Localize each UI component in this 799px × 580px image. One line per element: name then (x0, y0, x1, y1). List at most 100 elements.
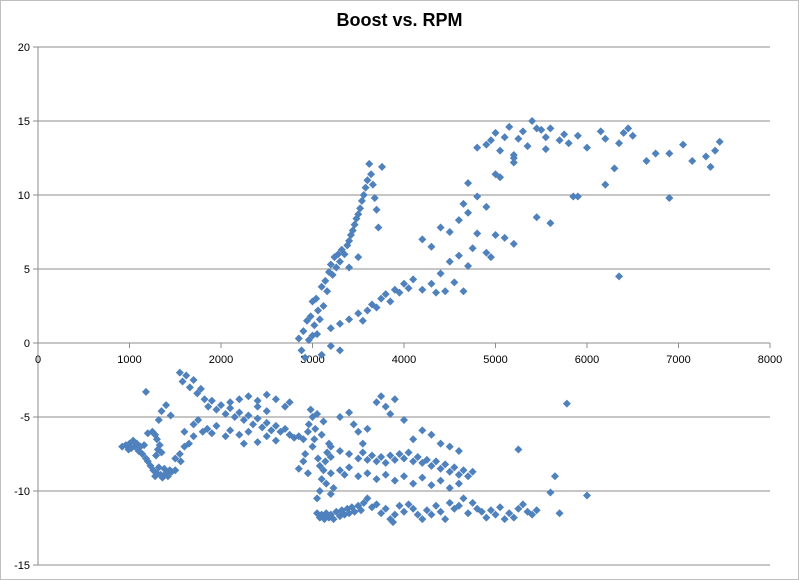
data-point-56 (239, 415, 248, 424)
data-point-226 (390, 476, 399, 485)
data-point-120 (323, 448, 332, 457)
data-point-154 (389, 518, 398, 527)
data-point-217 (464, 472, 473, 481)
data-point-10 (138, 450, 147, 458)
data-point-349 (473, 143, 482, 152)
data-point-45 (193, 389, 202, 398)
data-point-51 (217, 401, 225, 410)
data-point-374 (615, 139, 624, 148)
data-point-359 (518, 127, 527, 136)
data-point-331 (482, 248, 491, 257)
data-point-55 (235, 408, 244, 417)
data-point-332 (486, 253, 495, 262)
y-tick-label-6: 15 (18, 116, 30, 128)
data-point-198 (377, 452, 386, 461)
data-point-392 (573, 192, 582, 201)
data-point-365 (546, 124, 555, 133)
data-point-18 (154, 463, 163, 472)
data-point-180 (505, 509, 514, 518)
x-tick-label-6: 6000 (575, 354, 599, 366)
data-point-49 (207, 396, 216, 405)
data-point-125 (315, 487, 324, 495)
data-point-36 (157, 407, 166, 416)
data-point-393 (601, 180, 610, 189)
data-point-290 (357, 196, 366, 205)
data-point-182 (514, 504, 523, 513)
data-point-236 (349, 420, 358, 429)
data-point-397 (509, 154, 518, 162)
x-tick-label-1: 1000 (117, 354, 141, 366)
data-point-52 (221, 410, 230, 419)
data-point-396 (541, 133, 550, 142)
data-point-300 (378, 162, 387, 171)
data-point-347 (482, 202, 491, 211)
data-point-38 (166, 411, 175, 420)
data-point-81 (244, 427, 253, 436)
data-point-41 (178, 377, 187, 386)
data-point-175 (482, 513, 491, 522)
data-point-315 (395, 288, 404, 297)
data-point-62 (267, 426, 276, 435)
data-point-158 (404, 500, 413, 509)
data-point-79 (235, 430, 244, 439)
data-point-199 (381, 458, 390, 467)
data-point-279 (335, 257, 344, 266)
data-point-27 (152, 451, 161, 460)
data-point-142 (345, 509, 354, 518)
data-point-220 (340, 470, 349, 479)
y-tick-label-7: 20 (18, 42, 30, 54)
data-point-344 (459, 199, 468, 208)
data-point-189 (583, 491, 591, 500)
data-point-342 (445, 228, 454, 236)
data-point-190 (326, 442, 335, 451)
data-point-371 (596, 127, 605, 136)
data-point-340 (427, 242, 436, 251)
data-point-364 (541, 145, 550, 154)
data-point-390 (546, 219, 555, 228)
x-tick-label-5: 5000 (483, 354, 507, 366)
data-point-265 (312, 294, 321, 303)
data-point-357 (509, 158, 518, 167)
data-point-118 (319, 466, 328, 475)
y-tick-label-1: -10 (14, 486, 30, 498)
data-point-187 (546, 488, 555, 497)
data-point-74 (203, 424, 212, 433)
data-point-370 (583, 143, 591, 152)
data-point-378 (642, 156, 651, 165)
data-point-381 (679, 140, 688, 149)
data-point-53 (226, 404, 235, 413)
data-point-324 (445, 257, 454, 266)
data-point-328 (464, 262, 473, 271)
data-point-159 (409, 504, 418, 513)
data-point-296 (368, 180, 377, 189)
data-point-209 (427, 461, 436, 470)
data-point-354 (500, 133, 509, 142)
data-point-224 (372, 475, 381, 484)
data-point-29 (155, 441, 164, 450)
data-point-327 (459, 287, 468, 296)
data-point-228 (409, 479, 418, 488)
data-point-343 (454, 216, 463, 225)
data-point-244 (390, 395, 399, 404)
data-point-229 (418, 473, 427, 482)
data-point-242 (381, 402, 390, 411)
data-point-288 (354, 210, 363, 219)
chart-title: Boost vs. RPM (336, 10, 463, 30)
data-point-100 (253, 402, 262, 411)
data-point-231 (436, 476, 445, 485)
data-point-321 (432, 288, 441, 297)
data-point-88 (189, 432, 198, 441)
data-point-172 (468, 498, 477, 507)
data-point-42 (182, 371, 191, 380)
data-point-264 (310, 321, 319, 330)
data-point-250 (445, 442, 454, 451)
x-tick-labels: 0 1000 2000 3000 4000 5000 6000 7000 8000 (35, 354, 782, 366)
data-point-20 (158, 473, 167, 482)
data-point-251 (454, 447, 463, 456)
data-point-389 (532, 213, 541, 222)
data-point-208 (422, 455, 431, 464)
data-point-248 (427, 430, 436, 439)
y-tick-label-4: 5 (24, 264, 30, 276)
data-point-222 (354, 472, 363, 481)
